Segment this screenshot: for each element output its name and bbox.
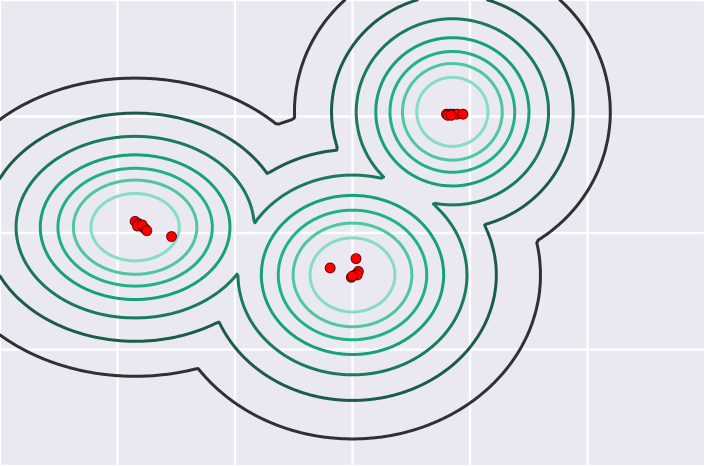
- scatter-point: [347, 270, 358, 282]
- scatter-point: [166, 231, 177, 242]
- scatter-point: [350, 253, 362, 265]
- scatter-point: [457, 108, 469, 120]
- contour-level-4: [38, 36, 531, 356]
- contour-level-5: [56, 50, 517, 342]
- contour-level-1: [0, 0, 612, 441]
- scatter-point: [141, 225, 153, 237]
- scatter-point: [324, 262, 336, 274]
- contour-lines: [0, 0, 612, 441]
- scatter-point: [445, 109, 457, 121]
- scatter-points: [129, 108, 469, 283]
- contour-level-3: [14, 17, 550, 377]
- contour-level-2: [0, 0, 575, 402]
- contour-level-7: [89, 75, 490, 314]
- contour-level-6: [71, 62, 504, 329]
